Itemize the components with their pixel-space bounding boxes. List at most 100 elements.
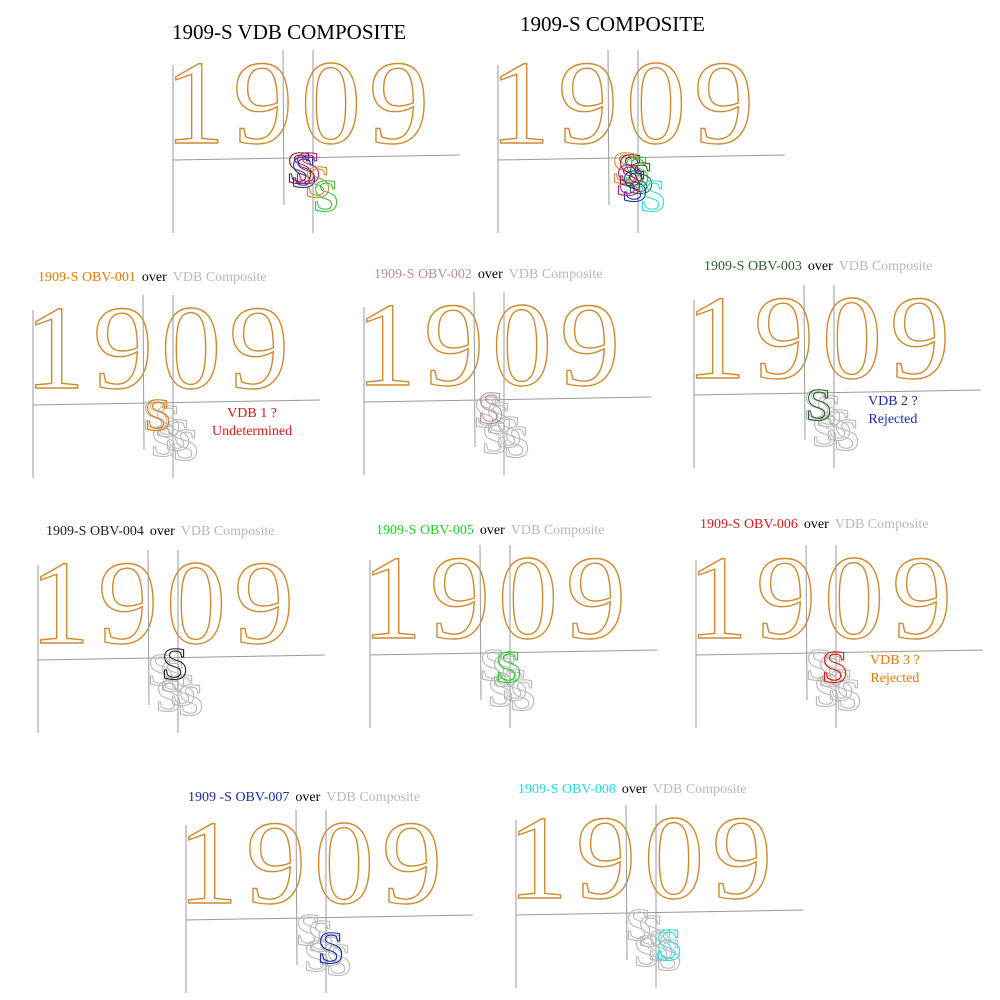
composite-label: VDB Composite	[180, 524, 275, 539]
obverse-s-mintmark: S	[822, 641, 848, 692]
horizontal-guide-line	[185, 914, 474, 921]
composite-s-mintmark: S	[626, 899, 652, 950]
note-obv-001-line1: VDB 1 ?	[227, 406, 277, 421]
over-word: over	[621, 782, 647, 797]
composite-s-layer: S	[622, 160, 648, 211]
vertical-guide-line-mid	[625, 804, 628, 961]
obverse-s-mintmark: S	[496, 641, 522, 692]
digits-outline: 1909	[685, 270, 958, 404]
composite-s-mintmark: S	[148, 644, 174, 695]
composite-s-layer: S	[612, 142, 638, 193]
composite-s-mintmark: S	[143, 389, 169, 440]
composite-s-mintmark: S	[488, 665, 514, 716]
obv-002-label: 1909-S OBV-002	[374, 267, 472, 282]
obv-008-label: 1909-S OBV-008	[518, 782, 616, 797]
composite-s-mintmark: S	[826, 399, 852, 450]
digits-outline: 1909	[687, 530, 960, 664]
digits-1909-outline: 1909	[490, 36, 762, 169]
composite-s-mintmark: S	[828, 659, 854, 710]
composite-s-mintmark: S	[634, 925, 660, 976]
composite-s-mintmark: S	[812, 405, 838, 456]
composite-label: VDB Composite	[326, 790, 421, 805]
composite-s-mintmark: S	[156, 670, 182, 721]
horizontal-guide-line	[695, 649, 984, 656]
composite-s-mintmark: S	[304, 930, 330, 981]
caption-obv-003: 1909-S OBV-003 over VDB Composite	[704, 259, 939, 275]
composite-s-mintmark: S	[814, 665, 840, 716]
caption-obv-008: 1909-S OBV-008 over VDB Composite	[518, 782, 753, 798]
composite-s-mintmark: S	[804, 379, 830, 430]
over-word: over	[477, 267, 503, 282]
obverse-s-mintmark: S	[656, 919, 682, 970]
composite-s-mintmark: S	[170, 664, 196, 715]
composite-s-mintmark: S	[638, 905, 664, 956]
digits-outline: 1909	[164, 35, 429, 169]
composite-s-mintmark: S	[308, 910, 334, 961]
digits-outline: 1909	[177, 795, 442, 929]
obverse-s-mintmark: S	[806, 379, 832, 430]
horizontal-guide-line	[693, 389, 982, 396]
composite-s-mintmark: S	[502, 659, 528, 710]
composite-label: VDB Composite	[510, 523, 605, 538]
composite-s-mintmark: S	[178, 674, 204, 725]
composite-s-layer: S	[618, 144, 644, 195]
vertical-guide-line-mid	[607, 49, 610, 206]
vertical-guide-line-mid	[142, 294, 145, 451]
digits-1909-outline: 1909	[25, 281, 297, 414]
digits-outline: 1909	[361, 530, 634, 664]
composite-label: VDB Composite	[838, 259, 933, 274]
obverse-s-mintmark: S	[478, 382, 504, 433]
note-obv-006-line1: VDB 3 ?	[870, 653, 920, 668]
digits-outline: 1909	[489, 35, 762, 169]
composite-s-mintmark: S	[510, 669, 536, 720]
composite-label: VDB Composite	[508, 267, 603, 282]
composite-s-layer: S	[624, 146, 650, 197]
composite-s-mintmark: S	[486, 392, 512, 443]
caption-obv-001: 1909-S OBV-001 over VDB Composite	[38, 270, 273, 286]
composite-s-layer: S	[291, 146, 317, 197]
composite-s-mintmark: S	[648, 919, 674, 970]
composite-s-mintmark: S	[155, 395, 181, 446]
composite-s-mintmark: S	[474, 386, 500, 437]
obv-003-label: 1909-S OBV-003	[704, 259, 802, 274]
composite-s-mintmark: S	[504, 416, 530, 467]
digits-1909-outline: 1909	[356, 278, 628, 411]
caption-obv-004: 1909-S OBV-004 over VDB Composite	[46, 524, 281, 540]
note-obv-001-line2: Undetermined	[212, 424, 293, 439]
note-obv-006: VDB 3 ? Rejected	[870, 652, 920, 688]
composite-s-layer: S	[313, 170, 339, 221]
horizontal-guide-line	[172, 154, 461, 161]
composite-s-mintmark: S	[806, 639, 832, 690]
digits-outline: 1909	[355, 277, 628, 411]
composite-s-mintmark: S	[482, 412, 508, 463]
composite-s-mintmark: S	[326, 934, 352, 985]
caption-obv-007: 1909 -S OBV-007 over VDB Composite	[188, 790, 426, 806]
composite-s-layer: S	[287, 142, 313, 193]
vertical-guide-line-mid	[479, 544, 482, 701]
composite-s-mintmark: S	[480, 639, 506, 690]
over-word: over	[141, 270, 167, 285]
digits-1909-outline: 1909	[30, 536, 302, 669]
obv-005-label: 1909-S OBV-005	[376, 523, 474, 538]
digits-1909-outline: 1909	[686, 271, 958, 404]
note-obv-006-line2: Rejected	[870, 671, 920, 686]
vertical-guide-line-mid	[803, 284, 806, 441]
horizontal-guide-line	[515, 909, 804, 916]
digits-outline: 1909	[507, 790, 772, 924]
digits-1909-outline: 1909	[362, 531, 634, 664]
over-word: over	[295, 790, 321, 805]
composite-s-mintmark: S	[296, 904, 322, 955]
vertical-guide-line-mid	[295, 809, 298, 966]
caption-obv-002: 1909-S OBV-002 over VDB Composite	[374, 267, 609, 283]
composite-s-layer: S	[640, 170, 666, 221]
over-word: over	[807, 259, 833, 274]
obv-001-label: 1909-S OBV-001	[38, 270, 136, 285]
digits-1909-outline: 1909	[688, 531, 960, 664]
vertical-guide-line-mid	[147, 549, 150, 706]
obverse-s-mintmark: S	[145, 389, 171, 440]
